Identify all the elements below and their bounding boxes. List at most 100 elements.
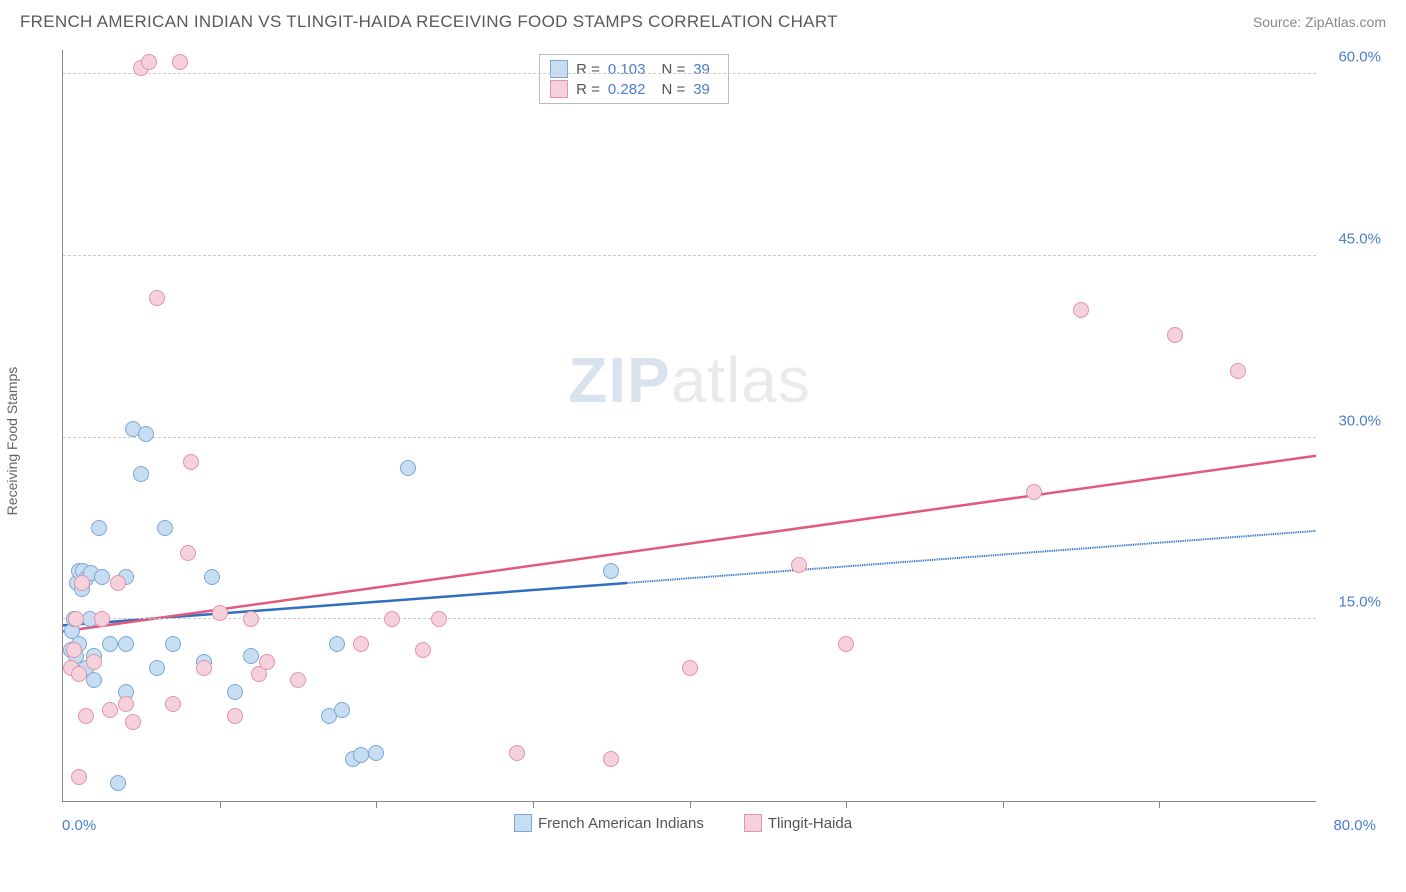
trend-lines xyxy=(63,50,1316,801)
scatter-point xyxy=(66,642,82,658)
x-tick xyxy=(376,801,377,808)
legend-item: Tlingit-Haida xyxy=(744,814,852,832)
scatter-point xyxy=(243,611,259,627)
gridline xyxy=(63,255,1316,256)
scatter-point xyxy=(71,666,87,682)
y-axis-label: Receiving Food Stamps xyxy=(4,367,20,516)
scatter-point xyxy=(227,684,243,700)
scatter-point xyxy=(68,611,84,627)
scatter-point xyxy=(1230,363,1246,379)
x-axis-max-label: 80.0% xyxy=(1333,817,1376,834)
scatter-point xyxy=(431,611,447,627)
scatter-point xyxy=(71,769,87,785)
series-swatch xyxy=(550,60,568,78)
y-tick-label: 15.0% xyxy=(1326,594,1381,611)
scatter-point xyxy=(603,563,619,579)
scatter-point xyxy=(603,751,619,767)
r-value: 0.282 xyxy=(608,81,646,98)
scatter-point xyxy=(118,636,134,652)
scatter-point xyxy=(212,605,228,621)
scatter-point xyxy=(149,290,165,306)
scatter-point xyxy=(1073,302,1089,318)
n-label: N = xyxy=(661,81,685,98)
scatter-point xyxy=(110,775,126,791)
gridline xyxy=(63,437,1316,438)
r-label: R = xyxy=(576,81,600,98)
scatter-point xyxy=(259,654,275,670)
scatter-point xyxy=(180,545,196,561)
chart-header: FRENCH AMERICAN INDIAN VS TLINGIT-HAIDA … xyxy=(0,0,1406,40)
legend: French American Indians Tlingit-Haida xyxy=(50,814,1316,832)
scatter-point xyxy=(1167,327,1183,343)
x-tick xyxy=(220,801,221,808)
scatter-point xyxy=(227,708,243,724)
scatter-point xyxy=(133,466,149,482)
legend-label: French American Indians xyxy=(538,815,704,832)
x-tick xyxy=(1159,801,1160,808)
scatter-point xyxy=(838,636,854,652)
chart-title: FRENCH AMERICAN INDIAN VS TLINGIT-HAIDA … xyxy=(20,12,838,32)
scatter-point xyxy=(353,636,369,652)
scatter-point xyxy=(86,672,102,688)
scatter-point xyxy=(290,672,306,688)
scatter-point xyxy=(172,54,188,70)
trend-line xyxy=(63,456,1316,632)
n-value: 39 xyxy=(693,81,710,98)
scatter-point xyxy=(138,426,154,442)
scatter-point xyxy=(165,636,181,652)
scatter-point xyxy=(165,696,181,712)
scatter-point xyxy=(329,636,345,652)
stats-row: R = 0.103 N = 39 xyxy=(550,59,718,79)
source-label: Source: ZipAtlas.com xyxy=(1253,14,1386,30)
legend-item: French American Indians xyxy=(514,814,704,832)
n-value: 39 xyxy=(693,61,710,78)
scatter-point xyxy=(125,714,141,730)
scatter-point xyxy=(196,660,212,676)
r-label: R = xyxy=(576,61,600,78)
plot-area: ZIPatlas R =0.103N =39R =0.282N =39 15.0… xyxy=(62,50,1316,802)
correlation-stats-box: R = 0.103 N = 39 R = 0.282 N = 39 xyxy=(539,54,729,104)
series-swatch xyxy=(550,80,568,98)
scatter-point xyxy=(509,745,525,761)
scatter-point xyxy=(204,569,220,585)
gridline xyxy=(63,73,1316,74)
scatter-point xyxy=(368,745,384,761)
scatter-point xyxy=(141,54,157,70)
scatter-point xyxy=(94,569,110,585)
scatter-point xyxy=(791,557,807,573)
stats-row: R = 0.282 N = 39 xyxy=(550,79,718,99)
scatter-point xyxy=(183,454,199,470)
y-tick-label: 30.0% xyxy=(1326,412,1381,429)
x-tick xyxy=(690,801,691,808)
legend-swatch xyxy=(744,814,762,832)
scatter-point xyxy=(102,636,118,652)
chart-container: Receiving Food Stamps ZIPatlas R =0.103N… xyxy=(50,50,1386,832)
x-tick xyxy=(1003,801,1004,808)
scatter-point xyxy=(149,660,165,676)
y-tick-label: 60.0% xyxy=(1326,49,1381,66)
n-label: N = xyxy=(661,61,685,78)
scatter-point xyxy=(157,520,173,536)
x-tick xyxy=(846,801,847,808)
scatter-point xyxy=(1026,484,1042,500)
scatter-point xyxy=(415,642,431,658)
legend-label: Tlingit-Haida xyxy=(768,815,852,832)
r-value: 0.103 xyxy=(608,61,646,78)
scatter-point xyxy=(102,702,118,718)
scatter-point xyxy=(384,611,400,627)
scatter-point xyxy=(243,648,259,664)
scatter-point xyxy=(78,708,94,724)
scatter-point xyxy=(400,460,416,476)
scatter-point xyxy=(334,702,350,718)
scatter-point xyxy=(118,696,134,712)
legend-swatch xyxy=(514,814,532,832)
scatter-point xyxy=(110,575,126,591)
scatter-point xyxy=(682,660,698,676)
scatter-point xyxy=(94,611,110,627)
scatter-point xyxy=(91,520,107,536)
scatter-point xyxy=(74,575,90,591)
y-tick-label: 45.0% xyxy=(1326,230,1381,247)
scatter-point xyxy=(353,747,369,763)
x-tick xyxy=(533,801,534,808)
scatter-point xyxy=(86,654,102,670)
